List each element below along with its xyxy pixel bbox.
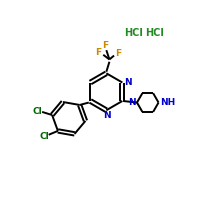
Text: NH: NH (160, 98, 175, 107)
Text: F: F (103, 41, 109, 50)
Text: HCl: HCl (145, 28, 164, 38)
Text: N: N (128, 98, 135, 107)
Text: HCl: HCl (124, 28, 143, 38)
Text: N: N (124, 78, 132, 87)
Text: N: N (103, 111, 111, 120)
Text: F: F (95, 48, 101, 57)
Text: F: F (115, 49, 121, 58)
Text: Cl: Cl (39, 132, 49, 141)
Text: Cl: Cl (33, 107, 42, 116)
